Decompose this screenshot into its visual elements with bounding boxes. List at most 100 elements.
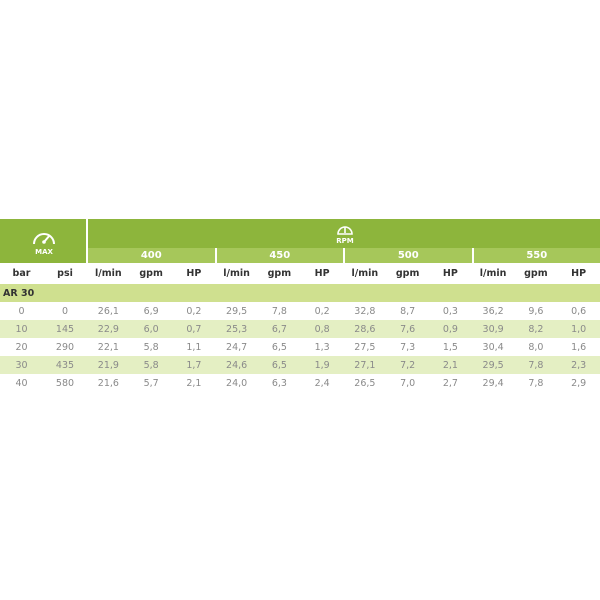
group-label: AR 30	[0, 284, 600, 302]
table-cell: 0,3	[442, 305, 458, 317]
performance-table: MAX RPM 400 450 500 550 bar psi l/min gpm HP…	[0, 219, 600, 392]
column-header: gpm	[395, 268, 420, 279]
column-header: gpm	[524, 268, 548, 279]
table-cell: 8,7	[400, 305, 416, 317]
table-cell: 21,6	[97, 377, 119, 389]
max-pressure-header: MAX	[0, 219, 86, 263]
table-cell: 27,1	[343, 356, 387, 374]
table-cell: 0,8	[300, 320, 344, 338]
table-cell: 2,1	[429, 356, 472, 374]
table-cell: 5,8	[143, 341, 159, 353]
table-cell: 20	[15, 341, 28, 353]
table-cell: 32,8	[354, 305, 376, 317]
column-header: gpm	[139, 268, 163, 279]
table-cell: 26,1	[97, 305, 119, 317]
table-cell: 0	[18, 305, 25, 317]
column-header: HP	[314, 268, 330, 279]
table-cell: 22,9	[87, 320, 130, 338]
rpm-400: 400	[88, 248, 215, 263]
table-cell: 0,6	[571, 305, 587, 317]
table-cell: 29,5	[471, 356, 515, 374]
table-cell: 2,1	[186, 377, 202, 389]
table-cell: 1,9	[300, 356, 344, 374]
table-header: MAX RPM 400 450 500 550	[0, 219, 600, 263]
column-header: l/min	[223, 268, 250, 279]
column-header: l/min	[351, 268, 379, 279]
rpm-550: 550	[471, 248, 600, 263]
column-header: l/min	[479, 268, 507, 279]
table-cell: 29,5	[226, 305, 248, 317]
table-cell: 6,0	[129, 320, 173, 338]
table-cell: 7,0	[400, 377, 416, 389]
table-cell: 22,1	[97, 341, 119, 353]
rpm-values: 400 450 500 550	[88, 248, 600, 263]
table-cell: 0	[61, 305, 69, 317]
table-cell: 6,5	[258, 356, 301, 374]
column-header: HP	[442, 268, 458, 279]
table-cell: 5,7	[143, 377, 159, 389]
table-cell: 26,5	[354, 377, 376, 389]
table-cell: 36,2	[482, 305, 504, 317]
table-cell: 6,9	[143, 305, 159, 317]
table-cell: 1,5	[442, 341, 458, 353]
table-row: 30 435 21,9 5,8 1,7 24,6 6,5 1,9 27,1 7,2 2,1 29,5 7…	[0, 356, 600, 374]
table-cell: 5,8	[129, 356, 173, 374]
table-cell: 28,6	[343, 320, 387, 338]
table-cell: 7,6	[386, 320, 429, 338]
data-table: bar psi l/min gpm HP l/min gpm HP l/min gpm HP l/mi…	[0, 263, 600, 392]
pressure-gauge-icon	[33, 233, 55, 245]
table-cell: 1,0	[557, 320, 600, 338]
rpm-label: RPM	[336, 237, 354, 245]
rpm-450: 450	[214, 248, 343, 263]
table-cell: 9,6	[528, 305, 544, 317]
column-header: gpm	[267, 268, 292, 279]
table-cell: 0,7	[172, 320, 216, 338]
table-cell: 24,6	[215, 356, 258, 374]
table-cell: 6,7	[258, 320, 301, 338]
table-cell: 290	[55, 341, 75, 353]
table-cell: 30,4	[482, 341, 504, 353]
column-header: HP	[571, 268, 587, 279]
max-label: MAX	[35, 248, 53, 256]
table-cell: 0,9	[429, 320, 472, 338]
table-cell: 25,3	[215, 320, 258, 338]
group-row: AR 30	[0, 284, 600, 302]
table-cell: 2,9	[571, 377, 587, 389]
table-cell: 6,5	[271, 341, 287, 353]
rpm-header: RPM	[88, 219, 600, 248]
table-row: 10 145 22,9 6,0 0,7 25,3 6,7 0,8 28,6 7,6 0,9 30,9 8…	[0, 320, 600, 338]
table-row: 40 580 21,6 5,7 2,1 24,0 6,3 2,4 26,5 7,0 2,7 29,4 7…	[0, 374, 600, 392]
rpm-gauge-icon	[337, 226, 353, 235]
table-cell: 10	[0, 320, 43, 338]
table-cell: 7,8	[514, 356, 558, 374]
table-cell: 2,7	[442, 377, 458, 389]
table-cell: 1,1	[186, 341, 202, 353]
table-cell: 30	[0, 356, 43, 374]
table-cell: 1,3	[314, 341, 330, 353]
table-cell: 1,7	[172, 356, 216, 374]
column-header: HP	[186, 268, 202, 279]
table-cell: 145	[43, 320, 87, 338]
table-cell: 7,8	[271, 305, 287, 317]
table-cell: 29,4	[482, 377, 504, 389]
table-row: 20 290 22,1 5,8 1,1 24,7 6,5 1,3 27,5 7,3 1,5 30,4 8…	[0, 338, 600, 356]
table-cell: 0,2	[186, 305, 202, 317]
table-cell: 24,7	[226, 341, 248, 353]
table-cell: 7,8	[528, 377, 544, 389]
table-cell: 7,3	[400, 341, 416, 353]
column-headers: bar psi l/min gpm HP l/min gpm HP l/min gpm HP l/mi…	[0, 263, 600, 284]
table-cell: 21,9	[87, 356, 130, 374]
table-cell: 2,4	[314, 377, 330, 389]
table-cell: 2,3	[557, 356, 600, 374]
table-cell: 27,5	[354, 341, 376, 353]
table-cell: 580	[55, 377, 75, 389]
table-cell: 7,2	[386, 356, 429, 374]
table-cell: 8,2	[514, 320, 558, 338]
table-row: 0 0 26,1 6,9 0,2 29,5 7,8 0,2 32,8 8,7 0,3 36,2 9,6 0…	[0, 302, 600, 320]
table-cell: 6,3	[271, 377, 287, 389]
table-cell: 24,0	[226, 377, 248, 389]
table-cell: 0,2	[314, 305, 330, 317]
table-cell: 1,6	[571, 341, 587, 353]
table-cell: 30,9	[471, 320, 515, 338]
column-header: l/min	[95, 268, 122, 279]
